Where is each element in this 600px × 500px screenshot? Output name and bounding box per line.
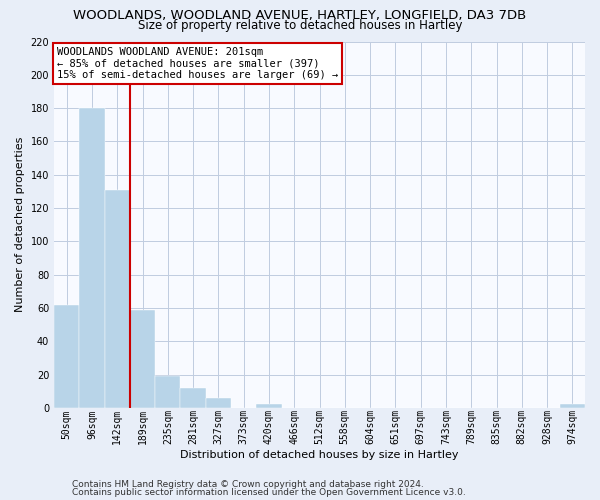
Bar — [206, 398, 231, 408]
Text: WOODLANDS WOODLAND AVENUE: 201sqm
← 85% of detached houses are smaller (397)
15%: WOODLANDS WOODLAND AVENUE: 201sqm ← 85% … — [56, 47, 338, 80]
Bar — [104, 190, 130, 408]
Text: WOODLANDS, WOODLAND AVENUE, HARTLEY, LONGFIELD, DA3 7DB: WOODLANDS, WOODLAND AVENUE, HARTLEY, LON… — [73, 9, 527, 22]
Bar — [181, 388, 206, 408]
Bar — [155, 376, 181, 408]
Bar — [560, 404, 585, 408]
Y-axis label: Number of detached properties: Number of detached properties — [15, 137, 25, 312]
Text: Size of property relative to detached houses in Hartley: Size of property relative to detached ho… — [138, 18, 462, 32]
Text: Contains public sector information licensed under the Open Government Licence v3: Contains public sector information licen… — [72, 488, 466, 497]
Bar — [130, 310, 155, 408]
X-axis label: Distribution of detached houses by size in Hartley: Distribution of detached houses by size … — [180, 450, 459, 460]
Bar — [79, 108, 104, 408]
Text: Contains HM Land Registry data © Crown copyright and database right 2024.: Contains HM Land Registry data © Crown c… — [72, 480, 424, 489]
Bar — [256, 404, 281, 408]
Bar — [54, 304, 79, 408]
